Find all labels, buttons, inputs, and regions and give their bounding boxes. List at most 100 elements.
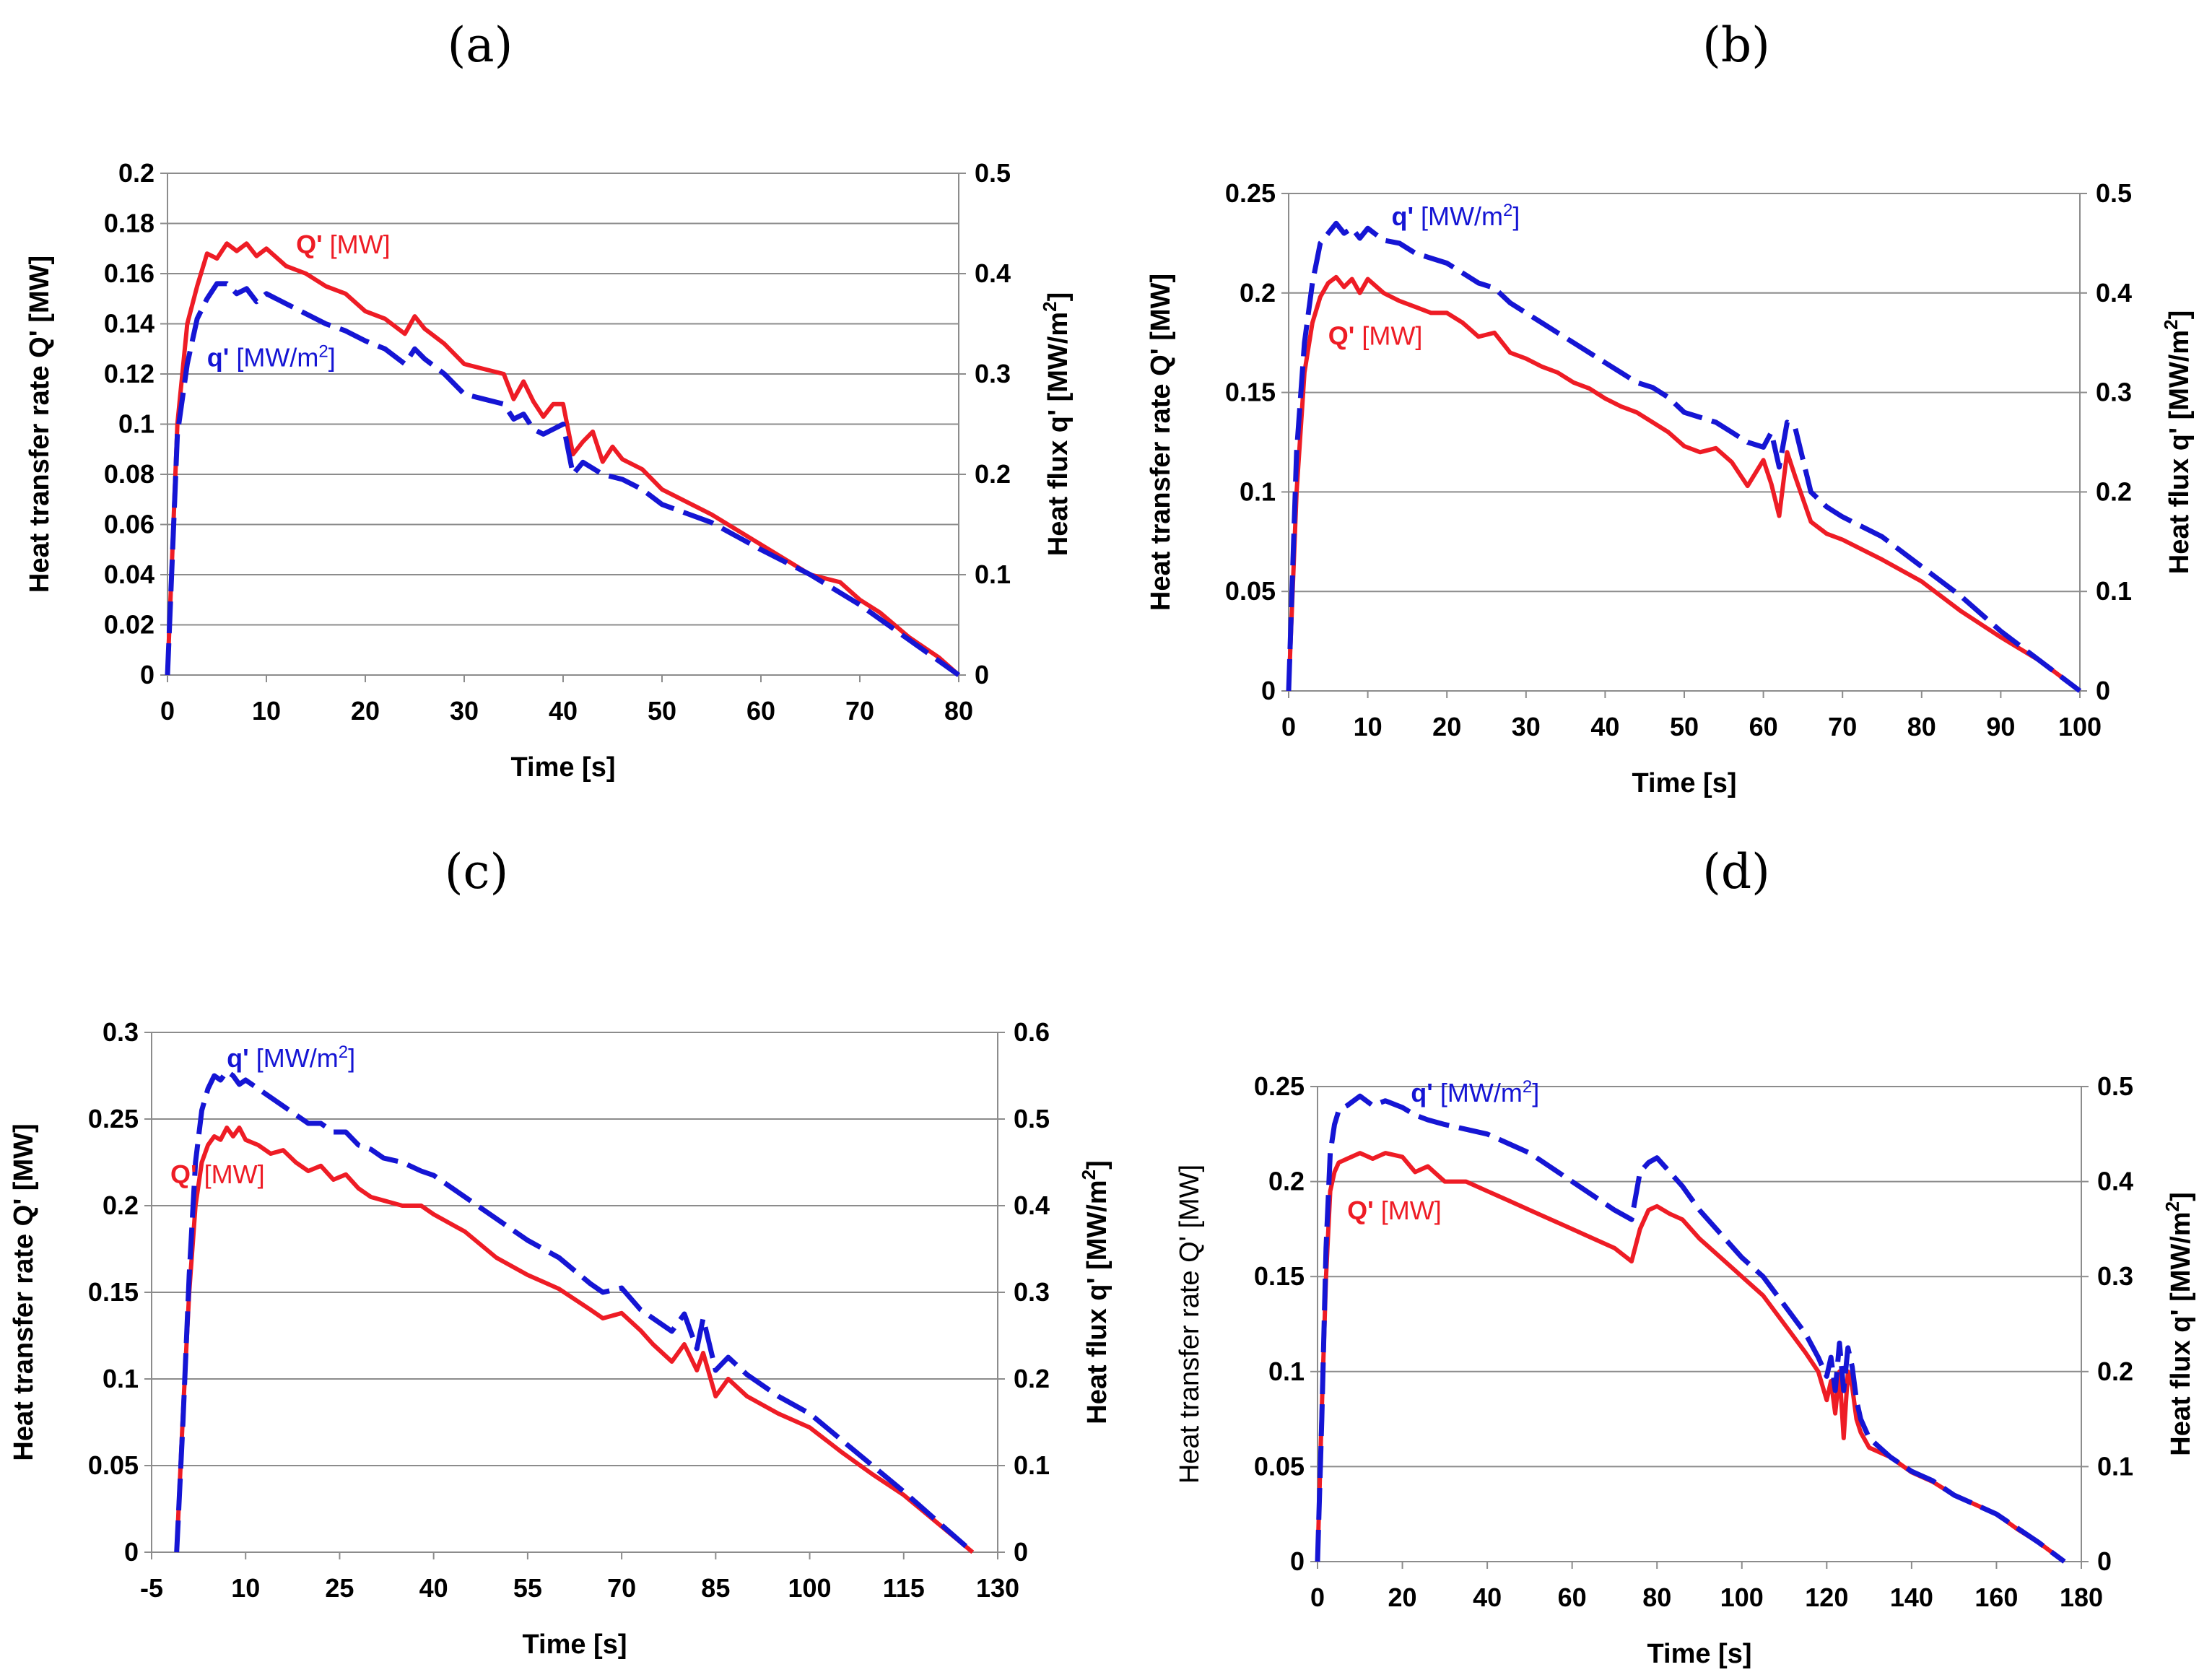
x-tick-label: 80 (1907, 712, 1936, 741)
x-tick-label: 60 (746, 696, 775, 726)
left-tick-label: 0 (1261, 676, 1276, 705)
right-tick-label: 0.5 (975, 158, 1011, 188)
x-tick-label: 20 (1432, 712, 1461, 741)
x-tick-label: 115 (883, 1573, 925, 1603)
x-tick-label: 0 (1310, 1583, 1325, 1612)
x-tick-label: 50 (1670, 712, 1699, 741)
left-tick-label: 0 (140, 660, 154, 689)
x-tick-label: 10 (252, 696, 281, 726)
x-tick-label: 90 (1986, 712, 2015, 741)
left-tick-label: 0.1 (103, 1364, 139, 1393)
x-tick-label: 25 (325, 1573, 354, 1603)
series-line-heat-transfer-rate (1286, 274, 2081, 693)
left-tick-label: 0.1 (1268, 1357, 1305, 1386)
x-tick-label: 50 (648, 696, 676, 726)
panel-label: (b) (1702, 17, 1770, 73)
series-line-heat-flux (165, 281, 961, 677)
left-tick-label: 0.1 (118, 409, 154, 439)
right-tick-label: 0.1 (2096, 576, 2132, 606)
x-tick-label: 100 (788, 1573, 832, 1603)
right-tick-label: 0.2 (1014, 1364, 1050, 1393)
right-tick-label: 0.5 (2097, 1071, 2133, 1101)
x-tick-label: 80 (1642, 1583, 1671, 1612)
label-heat-transfer-rate: Q' [MW] (1328, 321, 1423, 350)
x-axis-title: Time [s] (1647, 1639, 1751, 1669)
label-heat-transfer-rate: Q' [MW] (170, 1159, 265, 1189)
chart-panel-b: (b) 0 0.05 0.1 0.15 0.2 0.25 0 0.1 0.2 0.3 0.4 0.5 0 1… (1146, 17, 2195, 798)
panel-label: (d) (1702, 844, 1770, 900)
right-tick-label: 0.3 (2097, 1261, 2133, 1291)
left-axis-title: Heat transfer rate Q' [MW] (1146, 274, 1176, 611)
left-tick-label: 0.12 (104, 359, 154, 388)
panel-label: (a) (448, 17, 513, 73)
label-heat-flux: q' [MW/m2] (1411, 1077, 1539, 1108)
left-tick-label: 0 (1290, 1546, 1305, 1576)
x-tick-label: 30 (1512, 712, 1541, 741)
right-tick-label: 0.1 (1014, 1450, 1050, 1480)
right-tick-label: 0.3 (1014, 1277, 1050, 1307)
left-tick-label: 0.14 (104, 309, 154, 339)
label-heat-transfer-rate: Q' [MW] (1347, 1196, 1442, 1225)
x-tick-label: 70 (1828, 712, 1857, 741)
x-tick-label: 180 (2060, 1583, 2103, 1612)
right-axis-title: Heat flux q' [MW/m2] (1078, 1160, 1112, 1424)
x-tick-label: 0 (160, 696, 175, 726)
series-line-heat-flux (174, 1069, 975, 1554)
left-tick-label: 0.18 (104, 209, 154, 238)
right-tick-label: 0.3 (2096, 378, 2132, 407)
right-tick-label: 0.2 (2097, 1357, 2133, 1386)
x-tick-label: 40 (1590, 712, 1619, 741)
left-tick-label: 0.08 (104, 459, 154, 489)
x-tick-label: 0 (1281, 712, 1296, 741)
series-line-heat-transfer-rate (174, 1126, 975, 1554)
x-tick-label: 80 (944, 696, 973, 726)
series-line-heat-transfer-rate (1315, 1151, 2066, 1564)
series-line-heat-flux (1315, 1093, 2066, 1564)
right-tick-label: 0 (975, 660, 989, 689)
right-tick-label: 0.1 (975, 560, 1011, 589)
left-axis-title: Heat transfer rate Q' [MW] (25, 256, 55, 593)
x-tick-label: 40 (419, 1573, 448, 1603)
x-tick-label: 140 (1890, 1583, 1933, 1612)
x-tick-label: 60 (1749, 712, 1778, 741)
right-tick-label: 0.4 (2096, 278, 2132, 308)
chart-panel-c: (c) 0 0.05 0.1 0.15 0.2 0.25 0.3 0 0.1 0.2 0.3 0.4 0.… (9, 844, 1112, 1660)
right-axis-title: Heat flux q' [MW/m2] (2160, 310, 2195, 575)
right-tick-label: 0.5 (2096, 178, 2132, 208)
x-tick-label: 130 (976, 1573, 1019, 1603)
label-heat-flux: q' [MW/m2] (227, 1043, 355, 1074)
left-tick-label: 0.16 (104, 258, 154, 288)
x-tick-label: 20 (1388, 1583, 1417, 1612)
x-tick-label: 10 (1354, 712, 1382, 741)
x-tick-label: 40 (549, 696, 578, 726)
left-axis-title: Heat transfer rate Q' [MW] (1175, 1165, 1205, 1484)
x-tick-label: -5 (140, 1573, 163, 1603)
right-tick-label: 0.3 (975, 359, 1011, 388)
right-tick-label: 0.6 (1014, 1017, 1050, 1047)
left-tick-label: 0.06 (104, 510, 154, 539)
x-tick-label: 70 (845, 696, 874, 726)
panel-label: (c) (445, 844, 508, 900)
left-tick-label: 0.25 (1225, 178, 1276, 208)
left-axis-title: Heat transfer rate Q' [MW] (9, 1123, 39, 1461)
left-tick-label: 0.25 (1254, 1071, 1305, 1101)
x-axis-title: Time [s] (510, 752, 615, 783)
x-tick-label: 70 (607, 1573, 636, 1603)
x-tick-label: 120 (1805, 1583, 1848, 1612)
right-tick-label: 0.4 (2097, 1167, 2133, 1196)
x-tick-label: 85 (701, 1573, 730, 1603)
left-tick-label: 0.25 (88, 1104, 139, 1133)
x-tick-label: 40 (1473, 1583, 1502, 1612)
left-tick-label: 0.15 (1254, 1261, 1305, 1291)
left-tick-label: 0.3 (103, 1017, 139, 1047)
left-tick-label: 0.2 (118, 158, 154, 188)
right-tick-label: 0.2 (2096, 476, 2132, 506)
right-axis-title: Heat flux q' [MW/m2] (1039, 292, 1074, 557)
right-tick-label: 0 (2096, 676, 2110, 705)
x-tick-label: 60 (1558, 1583, 1587, 1612)
right-tick-label: 0.4 (1014, 1191, 1050, 1220)
right-tick-label: 0.1 (2097, 1451, 2133, 1481)
left-tick-label: 0.05 (1254, 1451, 1305, 1481)
left-tick-label: 0.2 (103, 1191, 139, 1220)
